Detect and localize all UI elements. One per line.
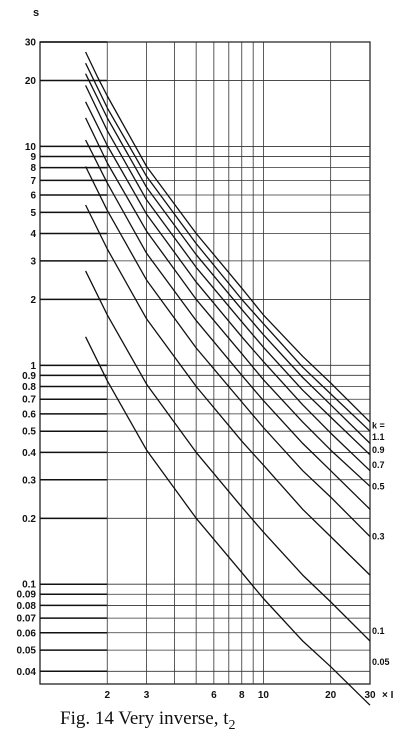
x-tick-label: 10 [258, 690, 270, 701]
curve-label: 1.1 [372, 432, 385, 442]
y-tick-label: 0.7 [22, 395, 36, 406]
plot-frame [39, 41, 371, 685]
y-tick-label: 3 [30, 256, 36, 267]
curve-k-1.0 [85, 51, 371, 423]
x-tick-label: 6 [211, 690, 217, 701]
curve-label: 0.7 [372, 460, 385, 470]
curves [85, 51, 371, 706]
y-tick-label: 0.04 [17, 667, 37, 678]
curve-k-0.8 [85, 73, 371, 444]
y-tick-label: 0.05 [17, 646, 37, 657]
y-tick-label: 0.9 [22, 371, 36, 382]
x-tick-labels: 2 3 6 8 10 20 30 [104, 690, 376, 701]
y-tick-label: 10 [25, 142, 37, 153]
curve-label: 0.3 [372, 532, 385, 542]
curve-label: 0.9 [372, 445, 385, 455]
y-tick-label: 6 [30, 190, 36, 201]
curve-labels: k =1.1 0.9 0.7 0.5 0.3 0.1 0.05 [372, 421, 390, 668]
y-tick-label: 0.2 [22, 514, 36, 525]
figure-caption-subscript: 2 [228, 717, 236, 733]
y-axis-unit-label: s [33, 7, 39, 19]
curve-label: k = [372, 421, 385, 431]
x-tick-label: 8 [239, 690, 245, 701]
curve-k-0.1 [85, 270, 371, 642]
y-tick-label: 0.4 [22, 448, 36, 459]
grid-lines [39, 41, 371, 685]
curve-k-0.2 [85, 204, 371, 576]
x-tick-label: 20 [325, 690, 337, 701]
y-tick-label: 0.6 [22, 409, 36, 420]
figure-caption-text: Fig. 14 Very inverse, t [60, 708, 229, 729]
y-tick-label: 0.07 [17, 614, 37, 625]
x-axis-unit-label: × I [382, 690, 394, 701]
y-tick-label: 4 [30, 229, 36, 240]
y-tick-label: 0.1 [22, 580, 36, 591]
y-tick-label: 2 [30, 295, 36, 306]
x-tick-label: 3 [144, 690, 150, 701]
y-tick-labels: 0.04 0.05 0.06 0.07 0.080.090.1 0.2 0.3 0.4 0.5 0… [17, 38, 37, 678]
y-tick-label: 30 [25, 38, 37, 49]
y-tick-label: 0.5 [22, 427, 36, 438]
y-tick-label: 7 [30, 176, 36, 187]
y-tick-label: 20 [25, 76, 37, 87]
y-tick-label: 8 [30, 163, 36, 174]
y-tick-label: 0.3 [22, 475, 36, 486]
curve-k-0.7 [85, 85, 371, 456]
y-tick-label: 0.06 [17, 628, 37, 639]
curve-k-0.05 [85, 336, 371, 706]
y-tick-label: 0.8 [22, 382, 36, 393]
curve-k-0.3 [85, 166, 371, 538]
y-tick-label: 1 [30, 361, 36, 372]
curve-k-0.9 [85, 62, 371, 432]
curve-label: 0.1 [372, 626, 385, 636]
curve-k-0.5 [85, 117, 371, 487]
y-tick-label: 0.08 [17, 601, 37, 612]
x-tick-label: 30 [364, 690, 376, 701]
x-tick-label: 2 [104, 690, 110, 701]
curve-k-0.6 [85, 101, 371, 472]
y-tick-label: 9 [30, 152, 36, 163]
curve-label: 0.05 [372, 657, 390, 667]
curve-k-0.4 [85, 139, 371, 510]
figure-caption: Fig. 14 Very inverse, t2 [60, 708, 236, 734]
y-tick-label: 5 [30, 208, 36, 219]
curve-label: 0.5 [372, 481, 385, 491]
y-tick-label: 0.09 [17, 590, 37, 601]
